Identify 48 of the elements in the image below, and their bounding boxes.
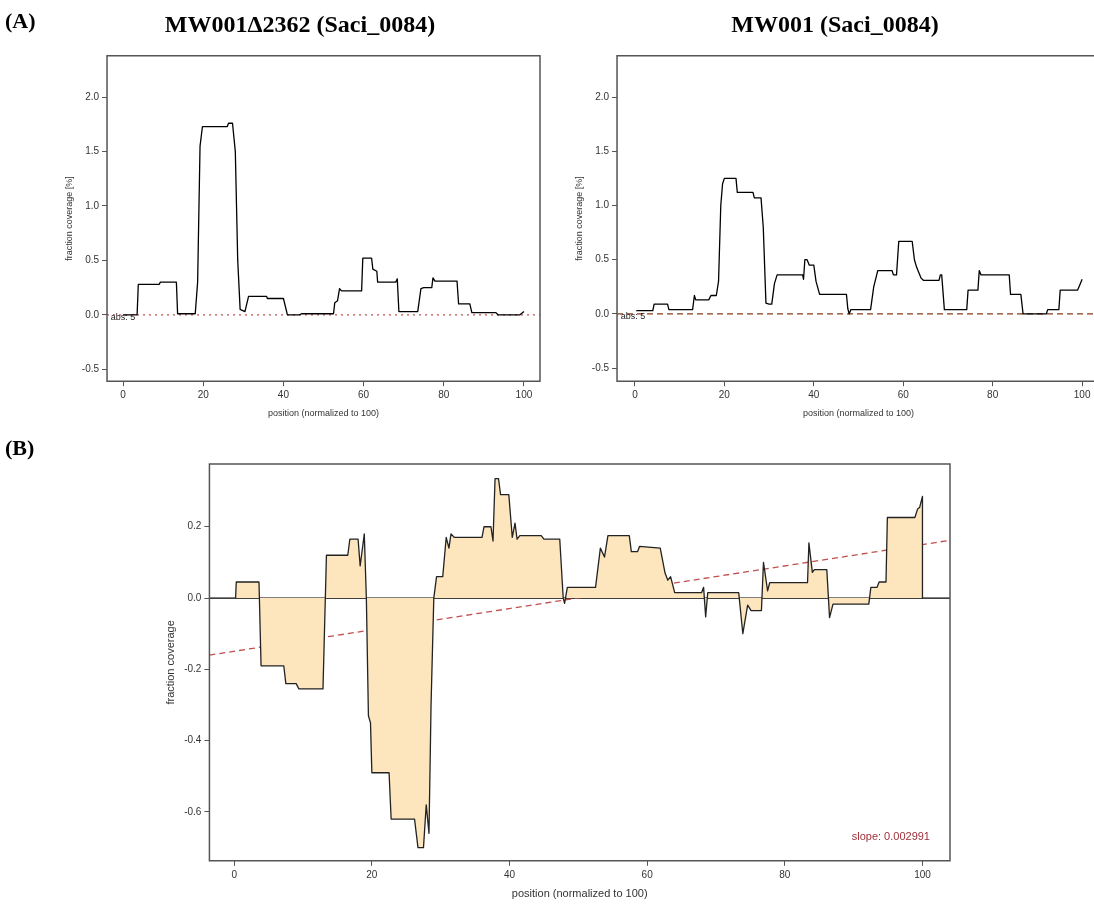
- x-tick-label: 40: [503, 868, 516, 880]
- x-tick-label: 40: [808, 388, 820, 400]
- y-tick-label: -0.6: [184, 805, 202, 817]
- x-tick-label: 60: [358, 388, 370, 400]
- x-tick-label: 20: [366, 868, 378, 880]
- x-tick-label: 0: [120, 388, 127, 400]
- y-tick-label: 2.0: [85, 90, 100, 102]
- y-axis-title: fraction coverage [%]: [573, 176, 584, 261]
- y-tick-label: -0.5: [81, 362, 100, 374]
- chart-title: MW001 (Saci_0084): [731, 10, 939, 37]
- y-tick-label: 0.0: [85, 308, 100, 320]
- y-tick-label: 0.5: [595, 253, 610, 265]
- x-tick-label: 40: [277, 388, 290, 400]
- y-tick-label: 2.0: [595, 90, 610, 102]
- y-tick-label: -0.4: [184, 734, 202, 746]
- y-tick-label: 0.0: [595, 307, 610, 319]
- x-tick-label: 20: [718, 388, 731, 400]
- y-axis-title: fraction coverage: [163, 620, 176, 705]
- annotation: abs: 5: [620, 311, 646, 322]
- x-tick-label: 0: [231, 868, 238, 880]
- x-tick-label: 20: [197, 388, 210, 400]
- chart-title: MW001Δ2362 (Saci_0084): [164, 10, 436, 37]
- x-axis-title: position (normalized to 100): [511, 887, 648, 900]
- y-tick-label: 0.2: [187, 520, 202, 532]
- y-tick-label: 0.5: [85, 254, 100, 266]
- x-tick-label: 100: [1073, 388, 1091, 400]
- x-tick-label: 0: [632, 388, 639, 400]
- x-tick-label: 80: [438, 388, 450, 400]
- x-tick-label: 80: [779, 868, 791, 880]
- y-tick-label: 0.0: [187, 591, 202, 603]
- annotation: slope: 0.002991: [851, 830, 930, 843]
- y-tick-label: 1.0: [595, 199, 610, 211]
- x-axis-title: position (normalized to 100): [802, 408, 915, 419]
- y-tick-label: -0.2: [184, 663, 202, 675]
- x-tick-label: 100: [914, 868, 932, 880]
- y-tick-label: 1.0: [85, 199, 100, 211]
- y-tick-label: 1.5: [595, 145, 610, 156]
- x-tick-label: 60: [897, 388, 910, 400]
- y-axis-title: fraction coverage [%]: [63, 176, 74, 261]
- x-tick-label: 80: [987, 388, 999, 400]
- annotation: abs: 5: [110, 312, 136, 323]
- y-tick-label: 1.5: [85, 145, 100, 157]
- y-tick-label: -0.5: [591, 361, 610, 373]
- x-tick-label: 100: [515, 388, 533, 400]
- text: (B): [5, 435, 35, 461]
- text: (A): [5, 8, 36, 34]
- x-tick-label: 60: [641, 868, 654, 880]
- x-axis-title: position (normalized to 100): [267, 408, 380, 419]
